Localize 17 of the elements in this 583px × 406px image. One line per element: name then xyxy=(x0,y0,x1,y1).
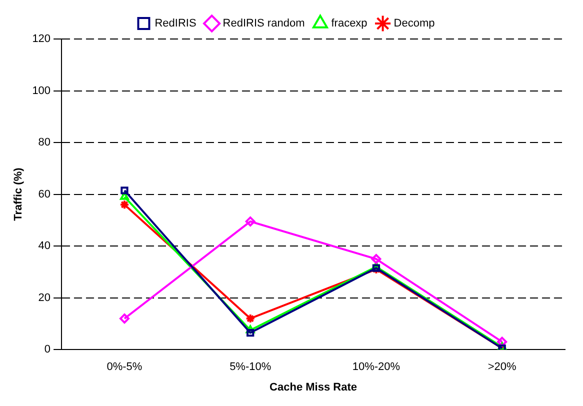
legend-label: Decomp xyxy=(394,18,435,30)
y-tick-label: 40 xyxy=(38,240,51,252)
x-tick-label: 10%-20% xyxy=(352,361,400,374)
y-tick-label: 100 xyxy=(32,84,51,97)
y-axis-title: Traffic (%) xyxy=(12,167,25,221)
y-tick-label: 120 xyxy=(32,33,51,46)
y-tick-label: 0 xyxy=(44,344,51,356)
x-axis-title: Cache Miss Rate xyxy=(270,381,357,394)
x-tick-label: 0%-5% xyxy=(106,361,142,374)
y-tick-label: 60 xyxy=(38,188,51,200)
legend-label: fracexp xyxy=(331,18,368,30)
y-tick-label: 20 xyxy=(38,292,51,304)
y-tick-label: 80 xyxy=(38,136,51,149)
legend-label: RedIRIS xyxy=(154,18,196,30)
x-tick-label: 5%-10% xyxy=(230,361,272,374)
x-tick-label: >20% xyxy=(488,361,516,374)
legend-label: RedIRIS random xyxy=(222,18,305,30)
